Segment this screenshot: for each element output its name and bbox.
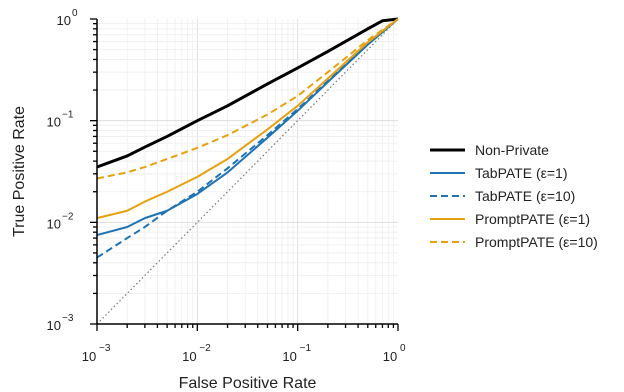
series-line-2 — [96, 18, 399, 259]
legend-label-1: TabPATE (ε=1) — [475, 165, 567, 181]
y-tick-exponent-0: −3 — [62, 313, 74, 324]
y-tick-label-3: 10 — [57, 13, 71, 28]
y-tick-label-1: 10 — [47, 216, 61, 231]
series-lines — [96, 17, 399, 259]
x-tick-exponent-2: −1 — [300, 343, 312, 354]
x-tick-exponent-3: 0 — [400, 343, 406, 354]
x-tick-exponent-1: −2 — [199, 343, 211, 354]
series-line-0 — [96, 17, 399, 169]
x-tick-label-2: 10 — [282, 349, 296, 364]
legend-label-3: PromptPATE (ε=1) — [475, 211, 590, 227]
x-tick-label-1: 10 — [182, 349, 196, 364]
legend-label-2: TabPATE (ε=10) — [475, 188, 575, 204]
y-tick-label-2: 10 — [47, 115, 61, 130]
y-axis-title: True Positive Rate — [11, 106, 28, 237]
y-tick-exponent-1: −2 — [62, 211, 74, 222]
grid — [96, 19, 398, 325]
chance-diagonal — [96, 18, 399, 325]
legend-label-4: PromptPATE (ε=10) — [475, 234, 598, 250]
legend: Non-Private TabPATE (ε=1) TabPATE (ε=10) Pr… — [430, 142, 598, 250]
x-tick-exponent-0: −3 — [99, 343, 111, 354]
axes — [90, 18, 399, 331]
y-tick-label-0: 10 — [47, 318, 61, 333]
x-tick-label-3: 10 — [383, 349, 397, 364]
y-tick-exponent-2: −1 — [62, 110, 74, 121]
x-tick-label-0: 10 — [82, 349, 96, 364]
series-line-3 — [96, 18, 399, 220]
legend-label-0: Non-Private — [475, 142, 549, 158]
x-axis-title: False Positive Rate — [179, 375, 317, 392]
y-tick-exponent-3: 0 — [72, 8, 78, 19]
series-line-4 — [96, 18, 399, 180]
